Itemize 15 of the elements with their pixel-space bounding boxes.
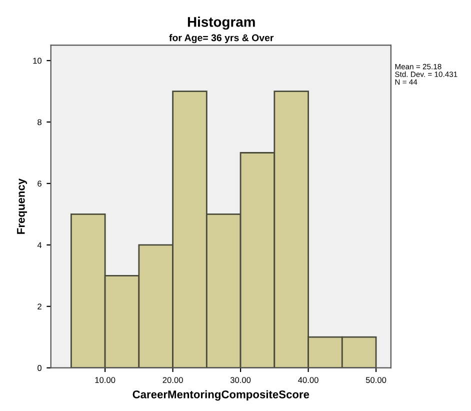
- x-tick-label: 20.00: [162, 377, 183, 383]
- chart-subtitle: for Age= 36 yrs & Over: [169, 34, 274, 44]
- x-tick-label: 40.00: [298, 377, 318, 383]
- y-tick-label: 10: [33, 58, 42, 64]
- x-tick-label: 10.00: [95, 377, 116, 383]
- y-tick-label: 6: [38, 180, 42, 187]
- x-tick-label: 30.00: [230, 377, 251, 383]
- y-tick-label: 4: [37, 242, 42, 248]
- x-axis-title: CareerMentoringCompositeScore: [132, 390, 310, 401]
- x-tick-label: 50.00: [366, 377, 386, 383]
- y-tick-label: 0: [38, 365, 42, 371]
- chart-title: Histogram: [188, 16, 255, 30]
- y-axis-title: Frequency: [17, 178, 28, 234]
- y-tick-label: 8: [38, 119, 42, 126]
- y-tick-label: 2: [38, 304, 42, 310]
